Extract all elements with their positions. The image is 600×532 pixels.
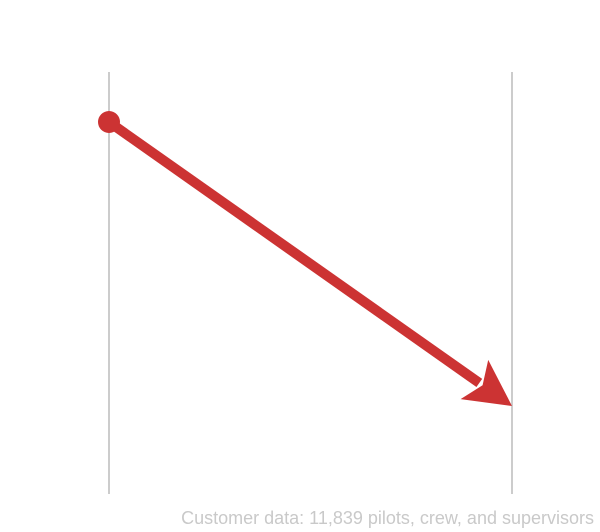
slope-arrow-line: [106, 117, 483, 388]
source-note: Customer data: 11,839 pilots, crew, and …: [181, 508, 594, 528]
start-point-marker: [98, 111, 120, 133]
arrow-head-marker: [460, 359, 512, 406]
